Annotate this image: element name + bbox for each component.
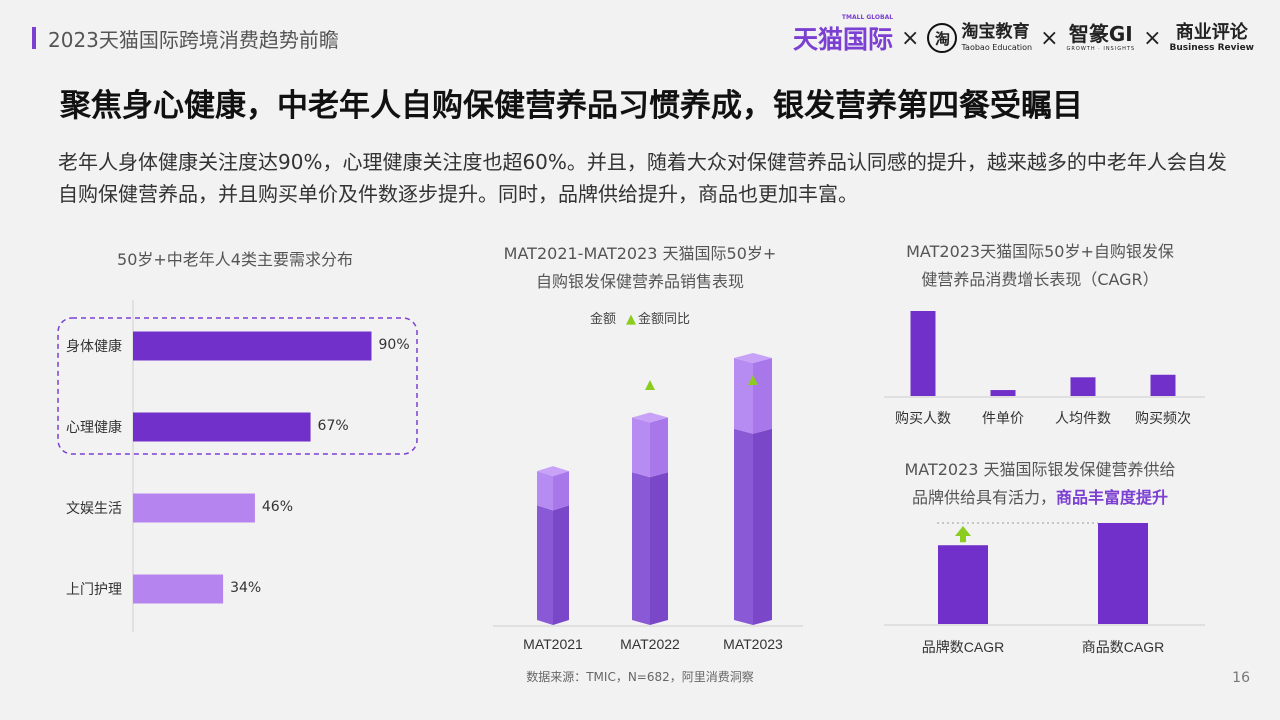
legend-yoy-label: 金额同比 [638,312,691,327]
partner-logos: 天猫国际 TMALL GLOBAL × 淘 淘宝教育 Taobao Educat… [793,14,1254,56]
needs-category-label: 上门护理 [66,582,122,598]
cagr-chart-title: MAT2023天猫国际50岁+自购银发保 健营养品消费增长表现（CAGR） [880,238,1200,294]
green-triangle-icon: ▲ [626,312,636,327]
needs-category-label: 心理健康 [66,420,122,436]
title-accent-bar [32,27,36,49]
logo-separator: × [901,25,920,51]
supply-x-tick-label: 品牌数CAGR [922,639,1004,655]
yoy-growth-triangle [645,380,655,390]
sales-column-top-right [753,358,772,434]
cagr-bar [910,311,936,396]
sales-x-tick-label: MAT2021 [523,636,583,652]
sales-column-right-face [650,472,668,625]
cagr-bar [1070,377,1096,396]
slide-headline: 聚焦身心健康，中老年人自购保健营养品习惯养成，银发营养第四餐受瞩目 [60,88,1083,124]
supply-chart-title: MAT2023 天猫国际银发保健营养供给 品牌供给具有活力，商品丰富度提升 [880,456,1200,512]
br-logo-sub: Business Review [1169,42,1254,53]
taobao-education-logo: 淘 淘宝教育 Taobao Education [927,23,1032,53]
logo-separator: × [1143,25,1162,51]
top-bar: 2023天猫国际跨境消费趋势前瞻 天猫国际 TMALL GLOBAL × 淘 淘… [0,0,1280,72]
needs-bar [133,412,311,442]
growth-insights-logo: 智篆GI GROWTH · INSIGHTS [1067,24,1136,52]
sales-x-tick-label: MAT2022 [620,636,680,652]
needs-bar [133,331,372,361]
logo-separator: × [1040,25,1059,51]
supply-chart-title-line-1: MAT2023 天猫国际银发保健营养供给 [904,460,1176,479]
sales-column-top-left [632,417,650,478]
sales-column-top-left [734,358,753,434]
sales-column-cap [537,466,569,477]
sales-column-left-face [537,505,553,625]
cagr-x-tick-label: 购买人数 [895,410,951,426]
sales-chart-title-line-1: MAT2021-MAT2023 天猫国际50岁+ [503,244,777,263]
sales-x-tick-label: MAT2023 [723,636,783,652]
supply-subtitle-highlight: 商品丰富度提升 [1056,488,1169,507]
sales-column-right-face [553,505,569,625]
br-logo-main: 商业评论 [1175,21,1248,43]
needs-value-label: 34% [230,580,262,596]
sales-column-top-right [650,417,668,478]
sales-column-left-face [734,428,753,625]
sales-column-left-face [632,472,650,625]
taobao-logo-sub: Taobao Education [961,43,1033,52]
legend-amount: 金额 [589,312,616,327]
cagr-bar [1150,374,1176,396]
needs-bar [133,574,224,604]
gi-logo-main: 智篆GI [1068,22,1133,46]
page-number: 16 [1232,670,1250,686]
sales-chart-legend: 金额 ▲ 金额同比 [540,308,740,327]
growth-up-arrow-icon [955,526,971,543]
needs-value-label: 90% [378,337,410,353]
report-title: 2023天猫国际跨境消费趋势前瞻 [48,28,339,52]
needs-category-label: 身体健康 [66,339,122,355]
cagr-chart-title-line-1: MAT2023天猫国际50岁+自购银发保 [906,242,1174,261]
needs-chart-title: 50岁+中老年人4类主要需求分布 [117,250,353,269]
sales-column-right-face [753,428,772,625]
cagr-x-tick-label: 件单价 [982,410,1024,426]
sales-chart-title-line-2: 自购银发保健营养品销售表现 [535,272,744,291]
tmall-global-logo: 天猫国际 TMALL GLOBAL [793,14,894,56]
cagr-x-tick-label: 购买频次 [1135,410,1191,426]
sales-column-top-left [537,471,553,511]
legend-yoy: ▲ 金额同比 [626,308,690,327]
sales-column-top-right [553,471,569,511]
cagr-bar [990,390,1016,396]
slide-summary: 老年人身体健康关注度达90%，心理健康关注度也超60%。并且，随着大众对保健营养… [58,150,1227,206]
sales-chart-title: MAT2021-MAT2023 天猫国际50岁+ 自购银发保健营养品销售表现 [490,240,790,296]
supply-subtitle-prefix: 品牌供给具有活力， [911,488,1056,507]
sales-column-cap [632,412,668,423]
data-source-note: 数据来源：TMIC，N=682，阿里消费洞察 [526,670,754,684]
needs-value-label: 67% [317,418,349,434]
tmall-logo-text: 天猫国际 [793,25,894,54]
supply-chart-subtitle: 品牌供给具有活力，商品丰富度提升 [880,484,1200,512]
cagr-chart-title-line-2: 健营养品消费增长表现（CAGR） [921,270,1159,289]
tmall-logo-small-text: TMALL GLOBAL [841,14,894,21]
needs-value-label: 46% [261,499,294,515]
taobao-circle-icon: 淘 [927,23,958,53]
cagr-x-tick-label: 人均件数 [1055,410,1111,426]
needs-bar [133,493,255,523]
supply-bar [1098,523,1148,624]
business-review-logo: 商业评论 Business Review [1169,21,1254,53]
needs-category-label: 文娱生活 [66,501,122,517]
yoy-growth-triangle [748,375,758,385]
gi-logo-sub: GROWTH · INSIGHTS [1066,46,1136,52]
taobao-logo-main: 淘宝教育 [961,22,1030,42]
sales-column-cap [734,353,772,363]
supply-bar [938,545,988,624]
supply-x-tick-label: 商品数CAGR [1082,639,1164,655]
